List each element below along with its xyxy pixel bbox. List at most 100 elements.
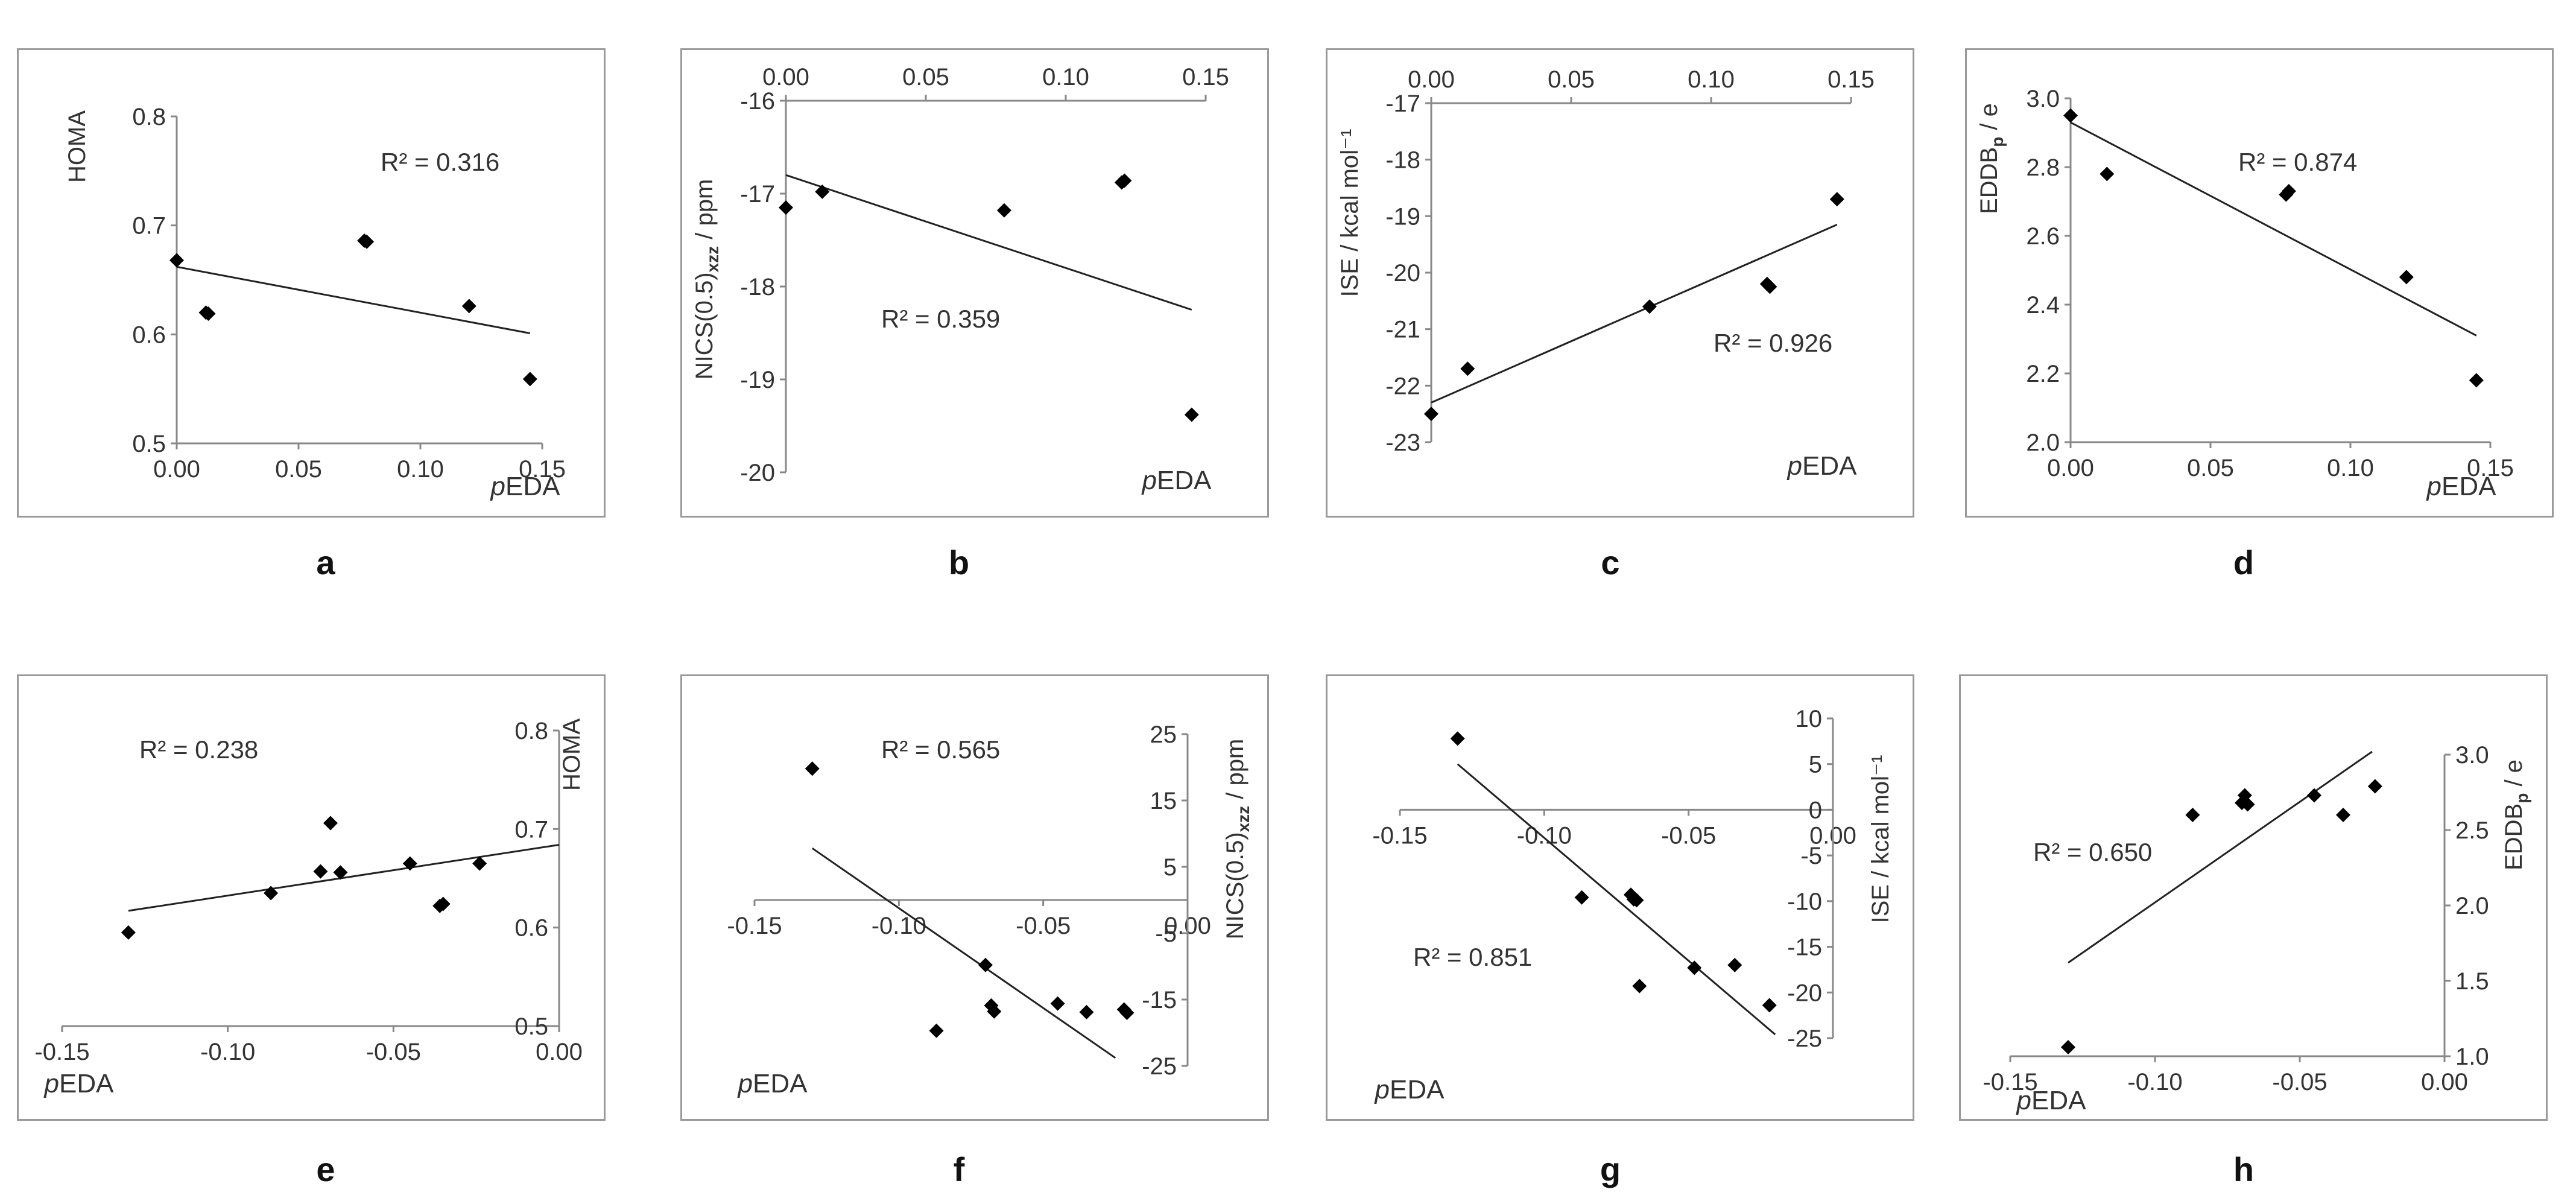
r-squared-label: R² = 0.316 bbox=[381, 148, 499, 176]
r-squared-label: R² = 0.650 bbox=[2033, 838, 2152, 866]
y-tick-label: -19 bbox=[1385, 203, 1420, 230]
chart-panel-b: 0.00 0.05 0.10 0.15 -20 -19 -18 -17 -16 R² = 0.35… bbox=[680, 48, 1269, 518]
x-tick-label: 0.15 bbox=[519, 456, 566, 483]
x-tick-label: -0.10 bbox=[200, 1039, 255, 1065]
chart-panel-e: -0.15 -0.10 -0.05 0.00 0.5 0.6 0.7 0.8 R² = 0.23… bbox=[17, 674, 606, 1121]
trendline bbox=[811, 847, 1116, 1059]
y-tick-label: 2.0 bbox=[2026, 429, 2060, 456]
data-point bbox=[1762, 998, 1777, 1013]
y-tick-label: -15 bbox=[1142, 987, 1177, 1013]
data-point bbox=[1424, 407, 1438, 422]
trendline bbox=[1457, 763, 1776, 1036]
x-tick-label: 0.00 bbox=[153, 456, 200, 483]
r-squared-label: R² = 0.926 bbox=[1714, 329, 1832, 357]
y-tick-label: 2.8 bbox=[2026, 154, 2060, 181]
data-point bbox=[1632, 978, 1647, 994]
y-tick-label: -20 bbox=[1787, 980, 1822, 1006]
y-tick-label: 15 bbox=[1150, 788, 1177, 814]
y-tick-label: 0.7 bbox=[132, 213, 166, 239]
data-point bbox=[2061, 1040, 2075, 1054]
chart-svg-g: -0.15 -0.10 -0.05 0.00-25-20-15-10-50510R² … bbox=[1372, 706, 1894, 1105]
r-squared-label: R² = 0.238 bbox=[139, 735, 258, 764]
data-point bbox=[169, 253, 184, 268]
data-point bbox=[323, 816, 338, 831]
y-tick-label: -5 bbox=[1155, 921, 1177, 947]
data-point bbox=[1117, 173, 1132, 188]
y-tick-label: 2.4 bbox=[2026, 292, 2060, 319]
chart-svg-h: -0.15 -0.10 -0.05 0.001.0 1.5 2.0 2.5 3.0 R² = 0… bbox=[1983, 742, 2531, 1115]
chart-panel-h: -0.15 -0.10 -0.05 0.00 1.0 1.5 2.0 2.5 3.0 R² = 0… bbox=[1959, 674, 2548, 1121]
chart-panel-c: 0.00 0.05 0.10 0.15 -23 -22 -21 -20 -19 -18 -17 R² … bbox=[1326, 48, 1914, 518]
y-tick-label: -16 bbox=[740, 88, 775, 115]
data-point bbox=[359, 234, 375, 249]
x-tick-label: 0.10 bbox=[397, 456, 444, 483]
y-tick-label: 2.6 bbox=[2026, 223, 2060, 250]
data-point bbox=[1629, 893, 1644, 908]
x-tick-label: 0.00 bbox=[536, 1039, 583, 1065]
chart-panel-d: 0.00 0.05 0.10 0.15 2.0 2.2 2.4 2.6 2.8 3.0 R² = 0… bbox=[1965, 48, 2554, 518]
x-tick-label: 0.00 bbox=[2421, 1069, 2468, 1095]
y-tick-label: -18 bbox=[1385, 147, 1420, 174]
panel-label-g: g bbox=[1600, 1150, 1621, 1188]
x-tick-label: -0.05 bbox=[2272, 1069, 2327, 1095]
data-point bbox=[987, 1004, 1002, 1019]
x-tick-label: -0.05 bbox=[1661, 822, 1716, 849]
data-point bbox=[1727, 957, 1742, 972]
y-tick-label: 25 bbox=[1150, 721, 1177, 748]
data-point bbox=[402, 856, 417, 871]
trendline bbox=[1431, 224, 1838, 404]
x-tick-label: -0.15 bbox=[1372, 822, 1427, 849]
data-point bbox=[1450, 731, 1465, 746]
x-tick-label: 0.10 bbox=[1688, 66, 1735, 93]
panel-label-b: b bbox=[948, 544, 970, 582]
y-tick-label: -22 bbox=[1385, 373, 1420, 399]
data-point bbox=[121, 925, 136, 940]
data-point bbox=[1574, 890, 1589, 905]
x-axis-label: pEDA bbox=[1786, 451, 1858, 481]
panel-label-d: d bbox=[2233, 544, 2255, 582]
x-tick-label: 0.00 bbox=[1408, 66, 1455, 93]
y-axis-label: HOMA bbox=[559, 718, 585, 791]
x-tick-label: 0.05 bbox=[275, 456, 322, 483]
x-axis-label: pEDA bbox=[737, 1069, 808, 1098]
x-tick-label: -0.05 bbox=[366, 1039, 421, 1065]
data-point bbox=[2281, 183, 2296, 198]
y-tick-label: 3.0 bbox=[2455, 742, 2489, 769]
y-axis-label: NICS(0.5)xzz / ppm bbox=[691, 179, 722, 380]
y-axis-label: HOMA bbox=[64, 110, 90, 183]
data-point bbox=[2336, 808, 2350, 822]
x-tick-label: -0.10 bbox=[872, 913, 926, 939]
x-tick-label: -0.05 bbox=[1016, 913, 1071, 939]
y-tick-label: 0.5 bbox=[132, 431, 166, 457]
chart-panel-f: -0.15 -0.10 -0.05 0.00 -25 -15 -5 5 15 25 R² = 0.5… bbox=[680, 674, 1269, 1121]
y-tick-label: -5 bbox=[1800, 843, 1822, 869]
chart-svg-e: -0.15 -0.10 -0.05 0.000.5 0.6 0.7 0.8 R² = 0.23… bbox=[34, 718, 585, 1098]
data-point bbox=[461, 299, 476, 314]
y-axis-label: EDDBp / e bbox=[2501, 759, 2531, 870]
data-point bbox=[1050, 996, 1065, 1011]
data-point bbox=[313, 864, 328, 879]
y-tick-label: -18 bbox=[740, 274, 775, 300]
x-tick-label: -0.15 bbox=[727, 913, 782, 939]
x-axis-label: pEDA bbox=[2426, 472, 2497, 501]
data-point bbox=[1079, 1004, 1094, 1019]
x-tick-label: 0.15 bbox=[1182, 64, 1229, 90]
y-tick-label: -25 bbox=[1142, 1053, 1177, 1080]
trendline bbox=[785, 174, 1192, 311]
data-point bbox=[929, 1023, 944, 1038]
x-tick-label: 0.10 bbox=[1042, 64, 1089, 90]
x-tick-label: -0.15 bbox=[34, 1039, 89, 1065]
panel-label-h: h bbox=[2233, 1150, 2255, 1188]
y-tick-label: 0 bbox=[1809, 797, 1822, 823]
y-axis-label: NICS(0.5)xzz / ppm bbox=[1222, 739, 1253, 940]
data-point bbox=[815, 184, 830, 199]
y-tick-label: 0.7 bbox=[514, 816, 548, 843]
panel-label-f: f bbox=[953, 1150, 965, 1188]
x-tick-label: 0.00 bbox=[762, 64, 809, 90]
data-point bbox=[978, 957, 993, 972]
x-axis-label: pEDA bbox=[43, 1069, 115, 1098]
data-point bbox=[1829, 192, 1844, 207]
chart-svg-b: 0.00 0.05 0.10 0.15 -20 -19 -18 -17 -16 R² = 0.35… bbox=[691, 64, 1229, 495]
data-point bbox=[1642, 299, 1657, 314]
